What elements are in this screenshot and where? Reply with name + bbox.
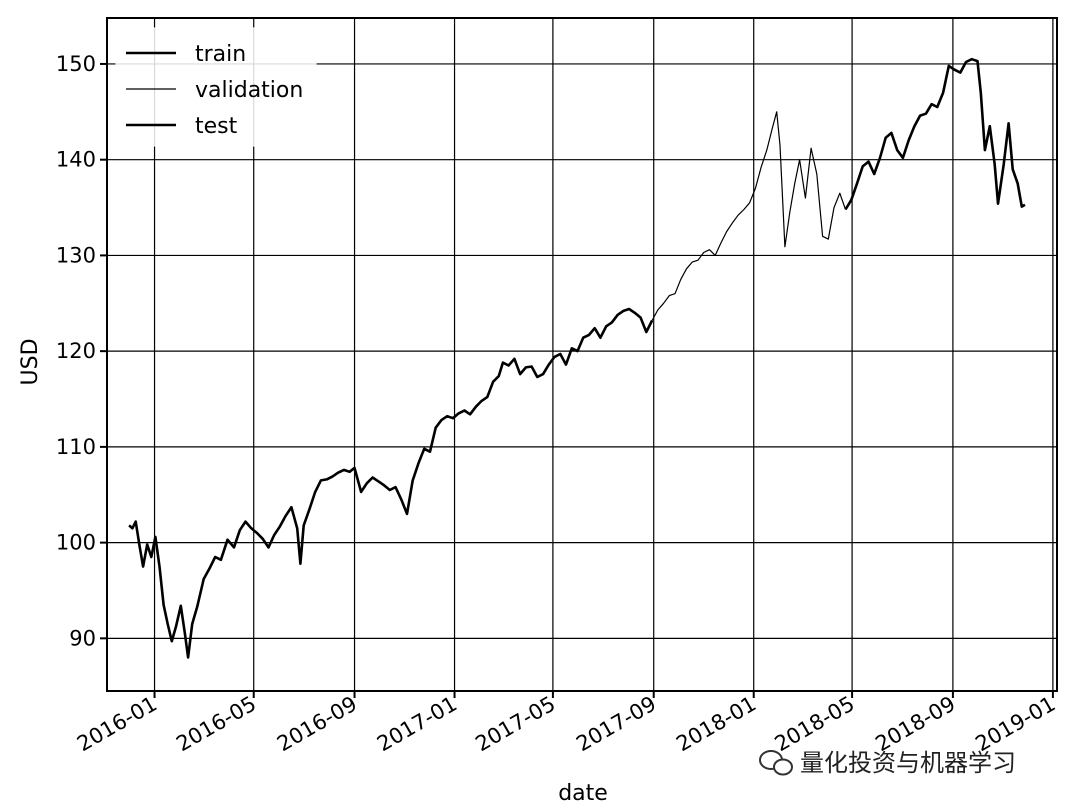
series-layer <box>128 57 1026 659</box>
plot-frame <box>106 17 1058 692</box>
x-tick-label: 2017-09 <box>572 692 660 757</box>
y-tick-label: 140 <box>56 148 96 172</box>
y-tick-label: 110 <box>56 435 96 459</box>
series-line-validation <box>651 111 847 321</box>
x-tick-label: 2019-01 <box>971 692 1059 757</box>
x-axis-title: date <box>558 781 608 806</box>
x-tick-label: 2016-05 <box>172 692 260 757</box>
x-tick-label: 2016-01 <box>73 692 161 757</box>
legend-label-validation: validation <box>195 78 303 103</box>
watermark-text: 量化投资与机器学习 <box>800 749 1016 777</box>
y-tick-label: 100 <box>56 531 96 555</box>
watermark: 量化投资与机器学习 <box>759 749 1016 777</box>
series-line-train <box>128 307 654 659</box>
x-tick-label: 2016-09 <box>273 692 361 757</box>
y-tick-label: 130 <box>56 243 96 267</box>
axis-ticks: 90 100 110 120 130 140 150 2016-01 2016-05 2016-0… <box>56 52 1059 756</box>
legend-label-train: train <box>195 42 246 67</box>
y-tick-label: 90 <box>69 626 96 650</box>
series-line-test <box>844 57 1026 211</box>
wechat-icon <box>759 750 793 776</box>
legend-label-test: test <box>195 114 238 139</box>
x-tick-label: 2018-01 <box>672 692 760 757</box>
x-tick-label: 2017-05 <box>471 692 559 757</box>
x-tick-label: 2017-01 <box>373 692 461 757</box>
legend-box <box>115 27 317 147</box>
grid-lines <box>107 18 1057 691</box>
x-tick-label: 2018-05 <box>771 692 859 757</box>
y-tick-label: 120 <box>56 339 96 363</box>
x-tick-label: 2018-09 <box>871 692 959 757</box>
legend: train validation test <box>115 27 317 147</box>
y-axis-title: USD <box>18 338 43 385</box>
y-tick-label: 150 <box>56 52 96 76</box>
